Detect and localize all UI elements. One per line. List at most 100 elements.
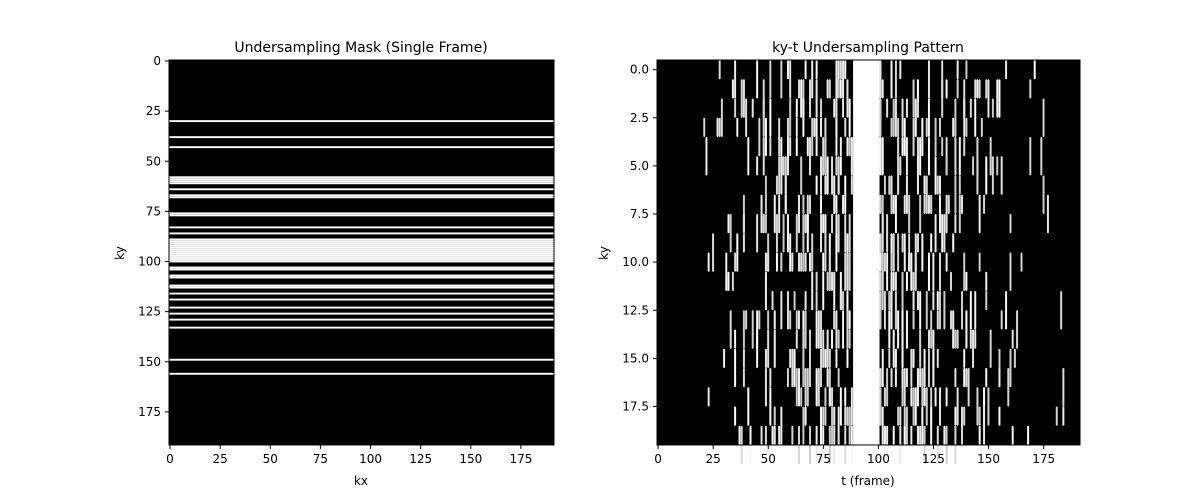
sampled-cell: [927, 252, 930, 291]
sampled-cell: [963, 406, 966, 426]
sampled-cell: [824, 233, 827, 272]
sampled-cell: [778, 156, 781, 195]
sampled-cell: [760, 425, 763, 445]
sampled-cell: [780, 291, 783, 330]
sampled-cell: [767, 329, 770, 368]
sampled-cell: [764, 425, 767, 445]
sampled-cell: [991, 156, 994, 195]
sampled-cell: [789, 60, 792, 99]
sampled-cell: [727, 214, 730, 234]
sampled-row: [169, 212, 554, 215]
sampled-cell: [826, 329, 829, 368]
sampled-cell: [945, 79, 948, 99]
sampled-cell: [804, 368, 807, 407]
sampled-cell: [822, 156, 825, 176]
x-tick-label: 25: [212, 452, 227, 466]
sampled-row: [169, 244, 554, 247]
sampled-cell: [835, 117, 838, 157]
sampled-cell: [956, 79, 959, 99]
sampled-cell: [811, 117, 814, 157]
sampled-cell: [729, 310, 732, 349]
sampled-cell: [930, 194, 933, 214]
sampled-cell: [914, 252, 917, 291]
sampled-cell: [820, 117, 823, 137]
sampled-cell: [791, 348, 794, 388]
left-chart: Undersampling Mask (Single Frame) 0 25 50 7…: [113, 40, 555, 488]
sampled-cell: [905, 406, 908, 445]
sampled-cell: [932, 252, 935, 291]
sampled-cell: [879, 252, 882, 272]
y-tick-label: 0: [153, 54, 161, 68]
sampled-cell: [950, 271, 952, 291]
sampled-cell: [707, 387, 710, 407]
y-tick-label: 10.0: [622, 255, 649, 269]
sampled-cell: [897, 233, 900, 272]
sampled-cell: [798, 252, 800, 272]
sampled-cell: [905, 137, 908, 176]
sampled-cell: [969, 329, 972, 349]
sampled-cell: [989, 329, 992, 368]
sampled-cell: [848, 329, 851, 349]
sampled-cell: [842, 60, 845, 99]
sampled-row: [169, 246, 554, 249]
sampled-row: [169, 250, 554, 253]
sampled-cell: [923, 175, 926, 195]
sampled-cell: [978, 194, 981, 234]
sampled-row: [169, 120, 554, 123]
sampled-cell: [925, 291, 928, 330]
sampled-cell: [811, 233, 814, 272]
sampled-row: [169, 238, 554, 241]
sampled-cell: [756, 156, 759, 176]
sampled-cell: [965, 310, 968, 349]
sampled-cell: [802, 252, 805, 272]
sampled-cell: [1005, 291, 1008, 330]
sampled-cell: [1016, 310, 1019, 349]
sampled-cell: [846, 348, 849, 368]
sampled-cell: [751, 98, 754, 118]
sampled-cell: [927, 329, 930, 349]
sampled-row: [169, 182, 554, 185]
sampled-cell: [742, 233, 745, 253]
sampled-cell: [764, 117, 767, 157]
sampled-cell: [804, 252, 807, 272]
sampled-cell: [996, 156, 999, 176]
sampled-cell: [786, 60, 789, 80]
sampled-cell: [939, 117, 941, 137]
sampled-cell: [745, 98, 748, 137]
sampled-cell: [826, 368, 829, 388]
sampled-cell: [742, 348, 745, 368]
sampled-cell: [1009, 348, 1012, 388]
sampled-cell: [894, 271, 897, 291]
sampled-cell: [921, 406, 924, 445]
sampled-cell: [837, 406, 840, 445]
sampled-cell: [996, 79, 999, 118]
sampled-row: [169, 240, 554, 243]
right-chart-title: ky-t Undersampling Pattern: [772, 40, 964, 56]
sampled-cell: [941, 137, 944, 157]
x-tick-label: 0: [654, 452, 662, 466]
sampled-cell: [881, 271, 884, 311]
sampled-cell: [833, 98, 836, 118]
sampled-cell: [734, 406, 737, 426]
sampled-cell: [1020, 252, 1023, 272]
sampled-cell: [1027, 425, 1030, 445]
sampled-cell: [804, 406, 807, 426]
y-tick-label: 75: [146, 204, 161, 218]
sampled-cell: [930, 233, 933, 253]
sampled-row: [169, 196, 554, 199]
x-tick-label: 75: [816, 452, 831, 466]
sampled-cell: [815, 291, 818, 311]
sampled-cell: [989, 137, 992, 176]
sampled-cell: [954, 98, 957, 137]
sampled-cell: [844, 60, 847, 80]
sampled-cell: [791, 252, 794, 272]
right-y-axis-label: ky: [597, 246, 611, 260]
sampled-cell: [800, 79, 803, 118]
sampled-cell: [916, 233, 919, 253]
sampled-cell: [958, 137, 961, 176]
sampled-cell: [786, 368, 789, 388]
sampled-cell: [930, 406, 933, 445]
y-tick-label: 7.5: [630, 207, 649, 221]
sampled-cell: [923, 387, 926, 407]
